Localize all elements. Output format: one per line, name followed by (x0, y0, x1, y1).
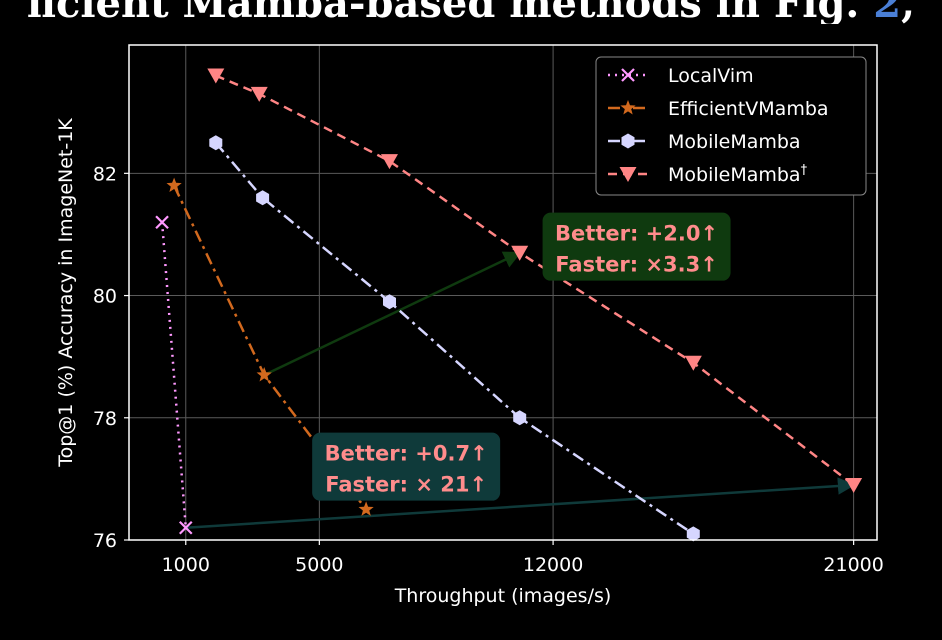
data-point (155, 215, 169, 230)
legend-label: MobileMamba (668, 131, 801, 153)
legend: LocalVim EfficientVMamba MobileMamba Mobile… (595, 56, 867, 196)
x-tick-label: 1000 (162, 554, 210, 576)
annotation-line-2: Faster: ×3.3↑ (555, 253, 718, 277)
x-mark-stroke (155, 215, 169, 230)
series-0 (155, 215, 193, 535)
legend-marker (620, 100, 636, 115)
data-point (166, 177, 182, 192)
legend-label: LocalVim (668, 65, 754, 87)
data-point (380, 154, 398, 170)
data-point (511, 245, 529, 261)
legend-entry: EfficientVMamba (608, 98, 829, 120)
x-tick-label: 12000 (523, 554, 583, 576)
y-axis-label: Top@1 (%) Accuracy in ImageNet-1K (55, 118, 77, 468)
figure-reference-link[interactable]: 2 (873, 0, 902, 24)
legend-marker (621, 133, 635, 149)
legend-entry: MobileMamba (608, 131, 801, 153)
data-point (256, 367, 272, 382)
annotation-background (542, 212, 731, 281)
series-2 (209, 135, 700, 542)
data-point (845, 478, 863, 493)
data-point (686, 526, 700, 542)
x-axis-label: Throughput (images/s) (394, 585, 612, 607)
legend-entry: LocalVim (608, 65, 754, 87)
figure-caption-fragment: ficient Mamba-based methods in Fig. 2, (0, 0, 942, 24)
data-point (250, 86, 268, 102)
legend-entry: MobileMamba† (608, 163, 808, 187)
y-tick-label: 82 (93, 163, 117, 185)
series-3 (207, 68, 863, 493)
legend-label: EfficientVMamba (668, 98, 829, 120)
legend-marker (619, 167, 637, 182)
annotation-box-1: Better: +0.7↑ Faster: × 21↑ (312, 432, 501, 501)
data-point (513, 410, 527, 426)
annotation-line-1: Better: +0.7↑ (325, 442, 488, 466)
y-tick-label: 78 (93, 408, 117, 430)
x-mark-stroke (178, 520, 193, 535)
x-tick-label: 21000 (823, 554, 883, 576)
annotation-background (312, 432, 501, 501)
annotation-arrow-0 (263, 251, 522, 377)
series-line (215, 74, 855, 486)
data-point (684, 355, 702, 371)
legend-marker (621, 68, 635, 82)
annotation-arrow-1 (185, 477, 856, 530)
legend-superscript: † (801, 163, 808, 178)
caption-suffix: , (901, 0, 916, 24)
annotation-line-1: Better: +2.0↑ (555, 222, 718, 246)
data-point (256, 190, 270, 206)
data-point (358, 501, 374, 516)
axes-frame (128, 44, 878, 541)
series-1 (166, 177, 374, 516)
data-point (207, 68, 225, 84)
x-mark-stroke (621, 68, 635, 82)
data-point (178, 520, 193, 535)
data-point (383, 294, 396, 310)
data-point (209, 135, 223, 151)
y-tick-label: 76 (93, 530, 117, 552)
annotation-box-0: Better: +2.0↑ Faster: ×3.3↑ (542, 212, 731, 281)
legend-frame (595, 56, 867, 196)
caption-text: ficient Mamba-based methods in Fig. (26, 0, 860, 24)
legend-label: MobileMamba† (668, 163, 808, 187)
annotation-line-2: Faster: × 21↑ (325, 473, 487, 497)
y-tick-label: 80 (93, 286, 117, 308)
x-tick-label: 5000 (295, 554, 343, 576)
